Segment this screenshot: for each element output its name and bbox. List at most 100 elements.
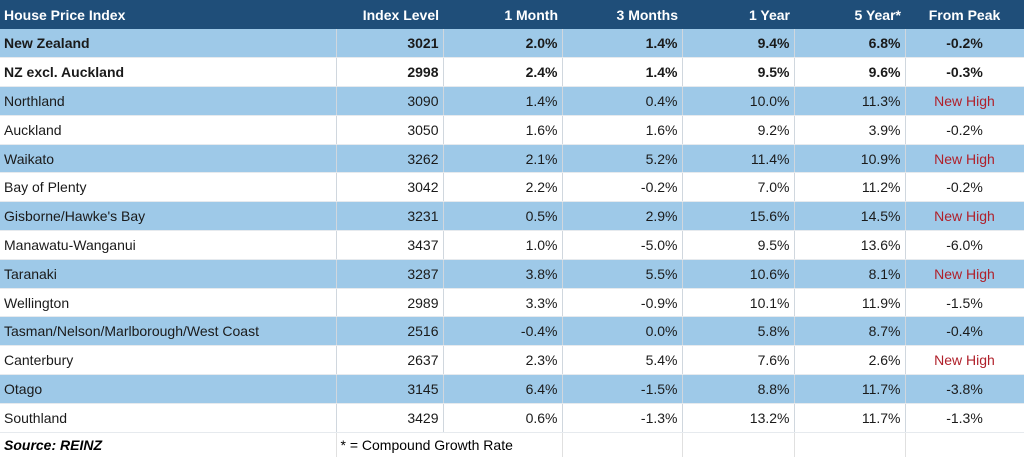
change-1-year-cell: 8.8% <box>682 374 795 404</box>
footer-blank-cell <box>905 432 1024 457</box>
header-3-months: 3 Months <box>562 0 682 29</box>
change-3-months-cell: -1.5% <box>562 374 683 404</box>
table-row: Gisborne/Hawke's Bay 3231 0.5% 2.9% 15.6% 14.… <box>0 201 1024 232</box>
change-1-year-cell: 9.4% <box>682 29 795 59</box>
header-from-peak: From Peak <box>905 0 1024 29</box>
index-level-cell: 3262 <box>336 144 444 174</box>
region-name-cell: NZ excl. Auckland <box>0 57 337 88</box>
from-peak-cell: New High <box>905 144 1024 174</box>
change-5-year-cell: 11.3% <box>794 86 906 116</box>
change-5-year-cell: 6.8% <box>794 29 906 59</box>
change-1-month-cell: -0.4% <box>443 316 563 347</box>
table-row: Northland 3090 1.4% 0.4% 10.0% 11.3% New High <box>0 86 1024 116</box>
table-row: Canterbury 2637 2.3% 5.4% 7.6% 2.6% New High <box>0 345 1024 376</box>
region-name-cell: New Zealand <box>0 29 337 59</box>
footer-blank-cell <box>562 432 683 457</box>
change-3-months-cell: 5.2% <box>562 144 683 174</box>
change-5-year-cell: 11.7% <box>794 374 906 404</box>
region-name-cell: Wellington <box>0 288 337 318</box>
table-row: Tasman/Nelson/Marlborough/West Coast 2516… <box>0 316 1024 347</box>
change-1-month-cell: 1.6% <box>443 115 563 145</box>
from-peak-cell: -3.8% <box>905 374 1024 404</box>
from-peak-cell: -0.3% <box>905 57 1024 88</box>
change-1-month-cell: 2.3% <box>443 345 563 376</box>
footer-blank-cell <box>794 432 906 457</box>
change-1-year-cell: 11.4% <box>682 144 795 174</box>
change-1-month-cell: 6.4% <box>443 374 563 404</box>
from-peak-cell: -1.3% <box>905 403 1024 433</box>
change-3-months-cell: -0.9% <box>562 288 683 318</box>
change-5-year-cell: 8.1% <box>794 259 906 289</box>
change-1-year-cell: 10.0% <box>682 86 795 116</box>
change-1-year-cell: 9.5% <box>682 57 795 88</box>
footer-blank-cell <box>682 432 795 457</box>
from-peak-cell: -0.4% <box>905 316 1024 347</box>
index-level-cell: 2637 <box>336 345 444 376</box>
change-5-year-cell: 13.6% <box>794 230 906 260</box>
index-level-cell: 3145 <box>336 374 444 404</box>
change-5-year-cell: 3.9% <box>794 115 906 145</box>
region-name-cell: Bay of Plenty <box>0 172 337 203</box>
from-peak-cell: -1.5% <box>905 288 1024 318</box>
from-peak-cell: -6.0% <box>905 230 1024 260</box>
change-1-year-cell: 15.6% <box>682 201 795 232</box>
from-peak-cell: -0.2% <box>905 29 1024 59</box>
from-peak-cell: New High <box>905 345 1024 376</box>
region-name-cell: Tasman/Nelson/Marlborough/West Coast <box>0 316 337 347</box>
index-level-cell: 3042 <box>336 172 444 203</box>
from-peak-cell: New High <box>905 259 1024 289</box>
region-name-cell: Waikato <box>0 144 337 174</box>
change-5-year-cell: 10.9% <box>794 144 906 174</box>
change-5-year-cell: 2.6% <box>794 345 906 376</box>
index-level-cell: 2998 <box>336 57 444 88</box>
index-level-cell: 3021 <box>336 29 444 59</box>
index-level-cell: 3287 <box>336 259 444 289</box>
change-1-year-cell: 9.5% <box>682 230 795 260</box>
table-row: Otago 3145 6.4% -1.5% 8.8% 11.7% -3.8% <box>0 374 1024 404</box>
change-3-months-cell: 1.4% <box>562 29 683 59</box>
change-3-months-cell: 5.4% <box>562 345 683 376</box>
header-1-month: 1 Month <box>443 0 562 29</box>
index-level-cell: 3437 <box>336 230 444 260</box>
change-1-month-cell: 0.5% <box>443 201 563 232</box>
table-row: Taranaki 3287 3.8% 5.5% 10.6% 8.1% New High <box>0 259 1024 289</box>
compound-growth-note: * = Compound Growth Rate <box>336 432 563 457</box>
header-region: House Price Index <box>0 0 336 29</box>
index-level-cell: 3429 <box>336 403 444 433</box>
region-name-cell: Southland <box>0 403 337 433</box>
change-5-year-cell: 14.5% <box>794 201 906 232</box>
from-peak-cell: New High <box>905 201 1024 232</box>
change-5-year-cell: 11.2% <box>794 172 906 203</box>
table-row: Bay of Plenty 3042 2.2% -0.2% 7.0% 11.2% -0.2% <box>0 172 1024 203</box>
table-row: Manawatu-Wanganui 3437 1.0% -5.0% 9.5% 13.6% -… <box>0 230 1024 260</box>
region-name-cell: Northland <box>0 86 337 116</box>
table-row: NZ excl. Auckland 2998 2.4% 1.4% 9.5% 9.6% -0.… <box>0 57 1024 88</box>
from-peak-cell: -0.2% <box>905 172 1024 203</box>
change-3-months-cell: 1.4% <box>562 57 683 88</box>
change-5-year-cell: 9.6% <box>794 57 906 88</box>
table-row: Waikato 3262 2.1% 5.2% 11.4% 10.9% New High <box>0 144 1024 174</box>
table-row: New Zealand 3021 2.0% 1.4% 9.4% 6.8% -0.2% <box>0 29 1024 59</box>
change-1-year-cell: 7.6% <box>682 345 795 376</box>
header-row: House Price Index Index Level 1 Month 3 … <box>0 0 1024 29</box>
region-name-cell: Otago <box>0 374 337 404</box>
from-peak-cell: New High <box>905 86 1024 116</box>
change-3-months-cell: -0.2% <box>562 172 683 203</box>
change-3-months-cell: 1.6% <box>562 115 683 145</box>
change-1-month-cell: 2.2% <box>443 172 563 203</box>
index-level-cell: 3050 <box>336 115 444 145</box>
header-1-year: 1 Year <box>682 0 794 29</box>
table-row: Southland 3429 0.6% -1.3% 13.2% 11.7% -1.3% <box>0 403 1024 433</box>
region-name-cell: Canterbury <box>0 345 337 376</box>
change-1-month-cell: 0.6% <box>443 403 563 433</box>
change-3-months-cell: 0.4% <box>562 86 683 116</box>
change-1-month-cell: 2.0% <box>443 29 563 59</box>
region-name-cell: Manawatu-Wanganui <box>0 230 337 260</box>
change-5-year-cell: 8.7% <box>794 316 906 347</box>
change-5-year-cell: 11.9% <box>794 288 906 318</box>
from-peak-cell: -0.2% <box>905 115 1024 145</box>
change-3-months-cell: -1.3% <box>562 403 683 433</box>
region-name-cell: Gisborne/Hawke's Bay <box>0 201 337 232</box>
index-level-cell: 2989 <box>336 288 444 318</box>
